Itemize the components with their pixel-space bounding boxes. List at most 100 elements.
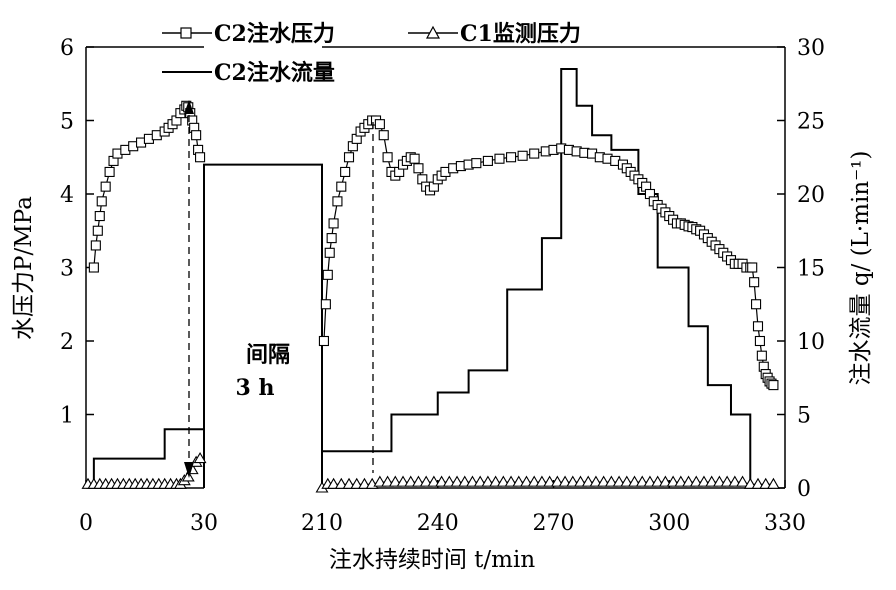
c1-pressure-point xyxy=(589,475,603,487)
c1-pressure-point xyxy=(759,477,773,489)
legend-label-flow: C2注水流量 xyxy=(214,60,335,86)
c1-pressure-point xyxy=(566,475,580,487)
c1-pressure-point xyxy=(574,475,587,487)
c2-pressure-point xyxy=(96,196,107,207)
c2-pressure-point xyxy=(506,152,517,163)
c1-pressure-point xyxy=(689,475,703,487)
c2-pressure-point xyxy=(747,262,758,273)
c2-pressure-point xyxy=(326,233,337,244)
c2-pressure-point xyxy=(752,321,764,332)
c2-pressure-point xyxy=(482,155,493,166)
c1-pressure-point xyxy=(535,475,549,487)
c1-pressure-point xyxy=(666,475,680,487)
c1-pressure-point xyxy=(442,475,456,487)
x-tick-label: 0 xyxy=(79,511,93,536)
c1-pressure-point xyxy=(473,475,487,487)
dashed-arrows xyxy=(184,100,374,478)
c1-pressure-point xyxy=(736,475,750,487)
c1-pressure-point xyxy=(342,477,356,489)
c1-pressure-point xyxy=(643,475,657,487)
c1-pressure-point xyxy=(705,475,719,487)
gap-box: 间隔 3 h xyxy=(203,163,323,488)
c2-pressure-point xyxy=(340,166,351,177)
c2-pressure-point xyxy=(751,299,762,310)
c2-pressure-point xyxy=(409,153,420,164)
c2-pressure-point xyxy=(88,262,99,273)
x-axis-label: 注水持续时间 t/min xyxy=(329,547,535,573)
c1-pressure-point xyxy=(458,475,472,487)
c1-pressure-point xyxy=(504,475,518,487)
c2-pressure-point xyxy=(318,335,329,347)
x-tick-label: 300 xyxy=(648,511,690,536)
series-c1-pressure xyxy=(81,452,780,493)
c1-pressure-point xyxy=(658,475,672,487)
c2-pressure-point xyxy=(529,148,540,159)
c1-pressure-point xyxy=(419,475,433,487)
right-tick-label: 25 xyxy=(797,110,825,135)
right-axis-label: 注水流量 q/ (L·min⁻¹) xyxy=(848,151,874,386)
series-flow xyxy=(92,68,752,488)
c2-pressure-point xyxy=(754,335,765,347)
c2-pressure-point xyxy=(494,153,505,164)
c1-pressure-point xyxy=(651,475,665,487)
c1-pressure-point xyxy=(628,475,641,487)
c1-pressure-point xyxy=(550,475,564,487)
left-tick-label: 3 xyxy=(60,257,74,282)
c1-pressure-point xyxy=(720,475,734,487)
c1-pressure-point xyxy=(635,475,649,487)
c2-pressure-point xyxy=(104,166,115,177)
left-tick-label: 1 xyxy=(60,404,74,429)
series-c2-pressure xyxy=(88,100,779,391)
c2-pressure-point xyxy=(92,225,103,236)
right-axis-ticks: 0 5 10 15 20 25 30 xyxy=(777,36,825,502)
left-tick-label: 5 xyxy=(60,110,74,135)
right-tick-label: 30 xyxy=(797,36,825,61)
right-tick-label: 20 xyxy=(797,183,825,208)
x-tick-label: 270 xyxy=(533,511,575,536)
flow-line-seg xyxy=(92,164,205,488)
c2-pressure-point xyxy=(100,181,111,192)
c1-pressure-point xyxy=(620,475,634,487)
c1-pressure-point xyxy=(581,475,595,487)
c1-pressure-point xyxy=(466,475,479,487)
c1-pressure-point xyxy=(350,477,364,489)
c1-pressure-point xyxy=(597,475,611,487)
c2-pressure-point xyxy=(332,196,343,207)
c2-pressure-point xyxy=(328,218,339,229)
c2-pressure-point xyxy=(320,299,331,310)
c1-pressure-point xyxy=(697,475,711,487)
c2-pressure-point xyxy=(195,152,206,163)
c1-pressure-point xyxy=(674,475,688,487)
c2-pressure-point xyxy=(191,130,202,141)
right-tick-label: 15 xyxy=(797,257,825,282)
c1-pressure-point xyxy=(728,475,742,487)
x-tick-label: 30 xyxy=(190,511,218,536)
c1-pressure-point xyxy=(404,475,418,487)
c1-pressure-point xyxy=(388,475,402,487)
right-tick-label: 10 xyxy=(797,330,825,355)
c2-pressure-point xyxy=(749,277,760,288)
c1-pressure-point xyxy=(481,475,495,487)
c1-pressure-point xyxy=(435,475,449,487)
c1-pressure-point xyxy=(412,475,425,487)
right-tick-label: 0 xyxy=(797,477,811,502)
c1-pressure-point xyxy=(181,470,195,482)
c1-pressure-point xyxy=(357,477,371,489)
left-tick-label: 2 xyxy=(60,330,74,355)
c1-pressure-point xyxy=(512,475,526,487)
c2-pressure-point xyxy=(94,211,105,222)
gap-label-1: 间隔 xyxy=(246,342,290,368)
c2-pressure-point xyxy=(768,380,779,391)
c1-pressure-point xyxy=(373,475,387,487)
c1-pressure-point xyxy=(520,475,533,487)
x-tick-label: 330 xyxy=(764,511,806,536)
left-tick-label: 4 xyxy=(60,183,74,208)
c1-pressure-point xyxy=(381,475,395,487)
c1-pressure-point xyxy=(396,475,410,487)
c2-pressure-point xyxy=(336,181,347,192)
c2-pressure-point xyxy=(90,240,101,251)
c1-pressure-point xyxy=(766,477,780,489)
legend-label-c1-pressure: C1监测压力 xyxy=(460,21,581,47)
c2-pressure-point xyxy=(378,130,389,141)
